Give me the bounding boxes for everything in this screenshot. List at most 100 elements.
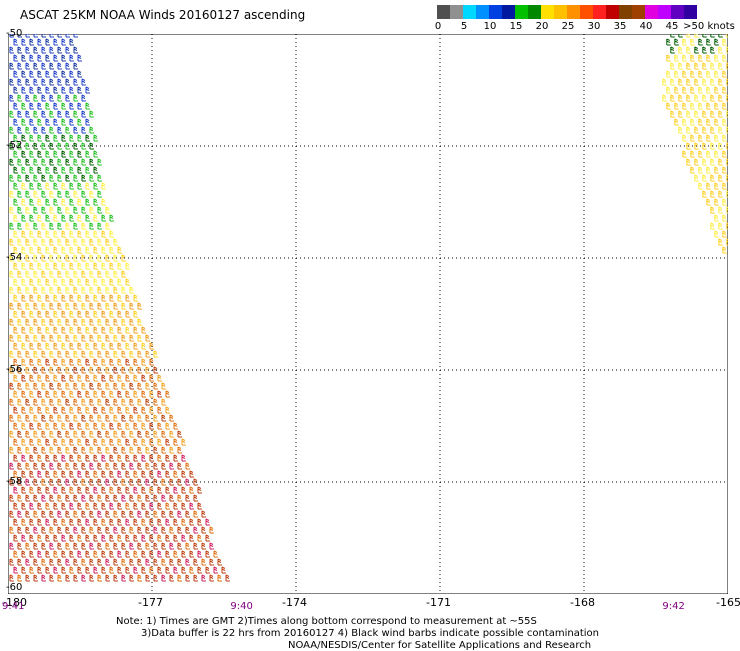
- wind-barb: [718, 238, 723, 246]
- wind-barb: [33, 382, 38, 390]
- wind-barb: [97, 494, 102, 502]
- wind-barb: [177, 574, 182, 582]
- wind-barb: [153, 574, 158, 582]
- wind-barb: [53, 374, 58, 382]
- wind-barb: [149, 550, 154, 558]
- wind-barb: [694, 110, 699, 118]
- wind-barb: [57, 190, 62, 198]
- wind-barb: [17, 382, 22, 390]
- wind-barb: [65, 558, 70, 566]
- wind-barb: [45, 246, 50, 254]
- wind-barb: [45, 278, 50, 286]
- wind-barb: [53, 470, 58, 478]
- wind-barb: [25, 542, 30, 550]
- wind-barb: [61, 294, 66, 302]
- wind-barb: [45, 150, 50, 158]
- wind-barb: [125, 518, 130, 526]
- wind-barb: [65, 254, 70, 262]
- wind-barb: [722, 70, 727, 78]
- wind-barb: [65, 302, 70, 310]
- wind-barb: [125, 566, 130, 574]
- wind-barb: [73, 110, 78, 118]
- wind-barb: [41, 494, 46, 502]
- wind-barb: [97, 414, 102, 422]
- wind-barb: [85, 310, 90, 318]
- colorbar-cell: [658, 5, 671, 19]
- wind-barb: [29, 502, 34, 510]
- wind-barb: [101, 438, 106, 446]
- wind-barb: [81, 446, 86, 454]
- wind-barb: [121, 446, 126, 454]
- wind-barb: [89, 414, 94, 422]
- wind-barb: [25, 574, 30, 582]
- wind-barb: [85, 390, 90, 398]
- wind-barb: [205, 566, 210, 574]
- wind-barb: [125, 374, 130, 382]
- wind-barb: [17, 238, 22, 246]
- wind-barb: [9, 46, 14, 54]
- wind-barb: [153, 430, 158, 438]
- wind-barb: [61, 454, 66, 462]
- wind-barb: [73, 366, 78, 374]
- wind-barb: [165, 422, 170, 430]
- wind-barb: [129, 462, 134, 470]
- wind-barb: [13, 214, 18, 222]
- wind-barb: [173, 566, 178, 574]
- wind-barb: [197, 566, 202, 574]
- wind-barb: [65, 158, 70, 166]
- wind-barb: [109, 230, 114, 238]
- wind-barb: [670, 46, 675, 54]
- wind-barb: [37, 70, 42, 78]
- wind-barb: [718, 190, 723, 198]
- wind-barb: [65, 526, 70, 534]
- wind-barb: [9, 222, 14, 230]
- wind-barb: [49, 254, 54, 262]
- wind-barb: [662, 78, 667, 86]
- wind-barb: [77, 310, 82, 318]
- wind-barb: [121, 430, 126, 438]
- wind-barb: [101, 278, 106, 286]
- wind-barb: [161, 494, 166, 502]
- wind-barb: [13, 454, 18, 462]
- wind-barb: [85, 182, 90, 190]
- wind-barb: [105, 430, 110, 438]
- wind-barb: [101, 486, 106, 494]
- wind-barb: [121, 382, 126, 390]
- wind-barb: [77, 454, 82, 462]
- wind-barb: [141, 454, 146, 462]
- wind-barb: [145, 430, 150, 438]
- colorbar-tick-label: 5: [460, 21, 468, 32]
- wind-barb: [113, 270, 118, 278]
- wind-barb: [157, 470, 162, 478]
- wind-barb: [153, 542, 158, 550]
- wind-barb: [678, 110, 683, 118]
- wind-barb: [17, 526, 22, 534]
- wind-barb: [97, 446, 102, 454]
- wind-barb: [149, 454, 154, 462]
- wind-barb: [13, 278, 18, 286]
- wind-barb: [109, 342, 114, 350]
- wind-barb: [205, 518, 210, 526]
- wind-barb: [25, 318, 30, 326]
- wind-barb: [726, 174, 728, 182]
- wind-barb: [77, 54, 82, 62]
- wind-barb: [37, 502, 42, 510]
- wind-barb: [153, 446, 158, 454]
- wind-barb: [722, 182, 727, 190]
- wind-barb: [49, 190, 54, 198]
- wind-barb: [97, 510, 102, 518]
- wind-barb: [113, 398, 118, 406]
- wind-barb: [45, 262, 50, 270]
- wind-barb: [121, 350, 126, 358]
- wind-barb: [710, 110, 715, 118]
- wind-barb: [13, 230, 18, 238]
- wind-barb: [45, 182, 50, 190]
- wind-barb: [213, 550, 218, 558]
- wind-barb: [21, 278, 26, 286]
- wind-barb: [73, 78, 78, 86]
- wind-barb: [197, 486, 202, 494]
- wind-barb: [57, 94, 62, 102]
- wind-barb: [37, 518, 42, 526]
- wind-barb: [97, 382, 102, 390]
- wind-barb: [153, 526, 158, 534]
